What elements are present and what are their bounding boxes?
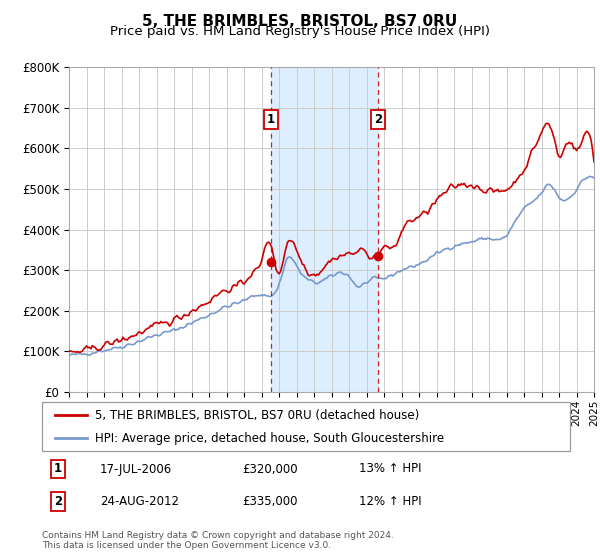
FancyBboxPatch shape [42,402,570,451]
Text: Price paid vs. HM Land Registry's House Price Index (HPI): Price paid vs. HM Land Registry's House … [110,25,490,38]
Text: 17-JUL-2006: 17-JUL-2006 [100,463,172,475]
Text: 5, THE BRIMBLES, BRISTOL, BS7 0RU: 5, THE BRIMBLES, BRISTOL, BS7 0RU [142,14,458,29]
Text: 2: 2 [54,494,62,508]
Text: £335,000: £335,000 [242,494,298,508]
Text: 2: 2 [374,113,382,125]
Text: 13% ↑ HPI: 13% ↑ HPI [359,463,421,475]
Text: Contains HM Land Registry data © Crown copyright and database right 2024.
This d: Contains HM Land Registry data © Crown c… [42,531,394,550]
Text: £320,000: £320,000 [242,463,298,475]
Text: HPI: Average price, detached house, South Gloucestershire: HPI: Average price, detached house, Sout… [95,432,444,445]
Text: 5, THE BRIMBLES, BRISTOL, BS7 0RU (detached house): 5, THE BRIMBLES, BRISTOL, BS7 0RU (detac… [95,409,419,422]
Text: 1: 1 [267,113,275,125]
Text: 24-AUG-2012: 24-AUG-2012 [100,494,179,508]
Text: 12% ↑ HPI: 12% ↑ HPI [359,494,421,508]
Bar [271,67,378,392]
Text: 1: 1 [54,463,62,475]
